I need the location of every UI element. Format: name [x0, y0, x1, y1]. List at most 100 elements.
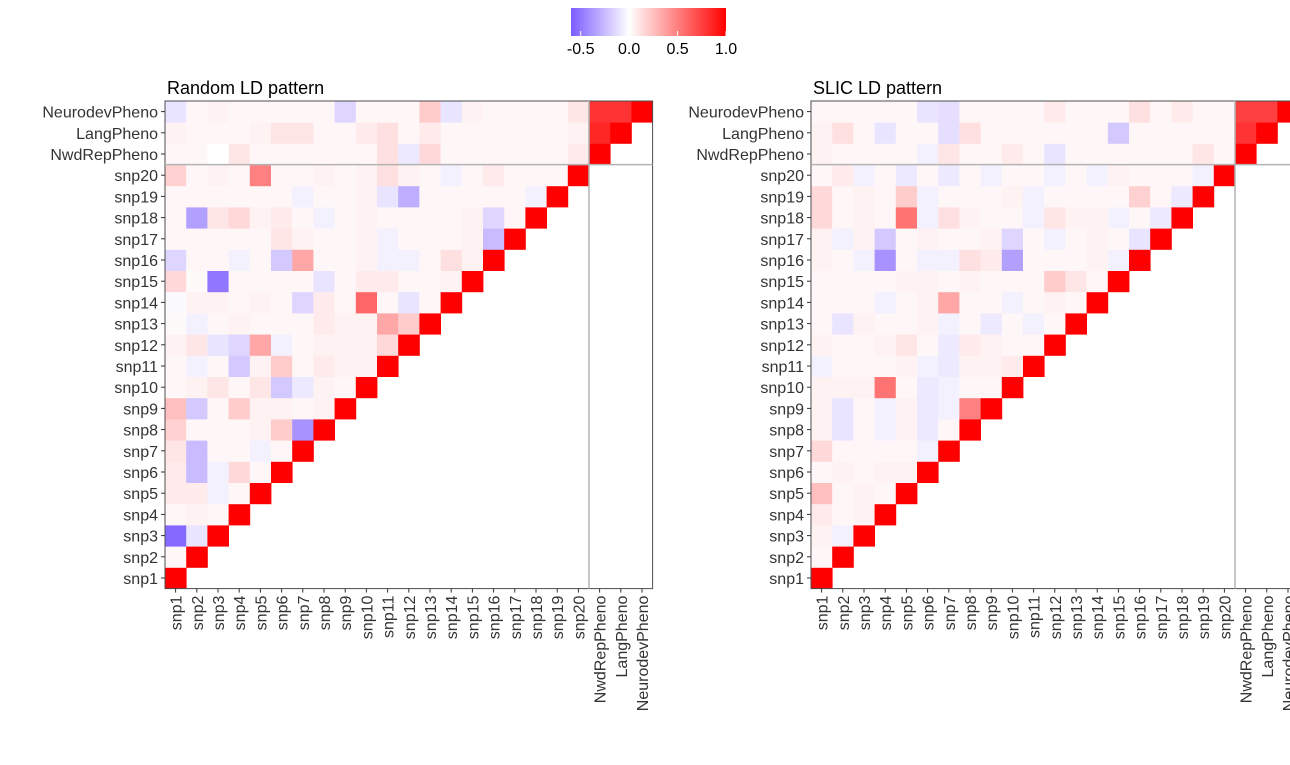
- heatmap-cell: [546, 101, 569, 123]
- heatmap-cell: [895, 228, 918, 250]
- panel-random-ld: Random LD pattern snp1snp2snp3snp4snp5sn…: [42, 78, 654, 711]
- heatmap-cell: [483, 228, 505, 250]
- heatmap-cell: [959, 291, 981, 314]
- heatmap-cell: [832, 270, 854, 293]
- heatmap-cell: [811, 376, 833, 399]
- heatmap-cell: [186, 546, 208, 568]
- heatmap-cell: [398, 291, 420, 314]
- x-tick-label: snp8: [317, 596, 334, 631]
- heatmap-cell: [980, 228, 1003, 250]
- heatmap-cell: [938, 185, 960, 208]
- heatmap-cell: [355, 313, 378, 335]
- heatmap-cell: [1023, 143, 1045, 165]
- heatmap-cell: [874, 122, 897, 144]
- heatmap-cell: [895, 122, 918, 144]
- heatmap-cell: [313, 207, 335, 229]
- heatmap-cell: [1044, 228, 1066, 250]
- heatmap-cell: [440, 270, 463, 293]
- y-tick-label: NeurodevPheno: [688, 105, 804, 122]
- x-tick-label: snp17: [508, 595, 525, 639]
- heatmap-cell: [292, 419, 314, 441]
- heatmap-cell: [546, 164, 569, 187]
- x-tick-label: snp17: [1154, 595, 1171, 639]
- heatmap-cell: [249, 291, 272, 314]
- heatmap-cell: [292, 207, 314, 229]
- heatmap-cell: [938, 143, 960, 165]
- heatmap-cell: [980, 122, 1003, 144]
- heatmap-cell: [271, 313, 293, 335]
- y-tick-label: LangPheno: [76, 126, 158, 143]
- heatmap-cell: [355, 101, 378, 123]
- heatmap-cell: [853, 313, 875, 335]
- heatmap-cell: [313, 355, 335, 377]
- heatmap-cell: [249, 419, 272, 441]
- heatmap-cell: [1086, 185, 1109, 208]
- heatmap-cell: [249, 376, 272, 399]
- heatmap-cell: [874, 440, 897, 462]
- y-tick-label: snp12: [760, 338, 804, 355]
- heatmap-cell: [1213, 122, 1236, 144]
- heatmap-cell: [377, 291, 399, 314]
- y-tick-label: snp5: [123, 486, 158, 503]
- heatmap-cell: [419, 207, 441, 229]
- heatmap-cell: [811, 440, 833, 462]
- heatmap-cell: [1171, 164, 1193, 187]
- heatmap-cell: [313, 313, 335, 335]
- heatmap-cell: [186, 270, 208, 293]
- heatmap-cell: [313, 122, 335, 144]
- heatmap-cell: [165, 503, 187, 526]
- heatmap-cell: [461, 164, 484, 187]
- heatmap-cell: [567, 143, 590, 165]
- heatmap-cell: [186, 101, 208, 123]
- heatmap-cell: [207, 461, 229, 483]
- x-tick-label: snp9: [338, 596, 355, 631]
- heatmap-cells: [811, 101, 1290, 589]
- y-tick-label: snp17: [760, 232, 804, 249]
- heatmap-cell: [1086, 291, 1109, 314]
- heatmap-cell: [853, 291, 875, 314]
- heatmap-cell: [1171, 185, 1193, 208]
- heatmap-cell: [355, 291, 378, 314]
- heatmap-cell: [917, 313, 939, 335]
- legend-colorbar: [571, 8, 726, 36]
- legend-tick-label: 1.0: [715, 41, 737, 58]
- heatmap-cell: [1065, 291, 1087, 314]
- heatmap-cell: [313, 397, 335, 420]
- heatmap-cell: [895, 164, 918, 187]
- legend-tick-label: -0.5: [567, 41, 595, 58]
- heatmap-cell: [271, 249, 293, 271]
- heatmap-cell: [186, 207, 208, 229]
- y-axis-labels: snp1 snp2 snp3 snp4 snp5 snp6 snp7 snp8 snp9 snp1…: [42, 105, 165, 588]
- heatmap-cell: [313, 143, 335, 165]
- y-tick-label: snp14: [114, 295, 158, 312]
- heatmap-cell: [874, 376, 897, 399]
- heatmap-cell: [1065, 143, 1087, 165]
- heatmap-cell: [313, 419, 335, 441]
- x-tick-label: snp20: [571, 595, 588, 639]
- heatmap-cell: [980, 334, 1003, 356]
- heatmap-cell: [165, 546, 187, 568]
- heatmap-cell: [186, 525, 208, 547]
- heatmap-cell: [546, 185, 569, 208]
- heatmap-cell: [832, 249, 854, 271]
- heatmap-cell: [377, 185, 399, 208]
- y-tick-label: snp2: [769, 550, 804, 567]
- heatmap-cell: [938, 122, 960, 144]
- y-tick-label: snp3: [123, 529, 158, 546]
- heatmap-cell: [186, 164, 208, 187]
- heatmap-cell: [419, 228, 441, 250]
- heatmap-cell: [895, 270, 918, 293]
- heatmap-cell: [1086, 270, 1109, 293]
- heatmap-cell: [355, 185, 378, 208]
- heatmap-cells: [165, 101, 653, 589]
- heatmap-cell: [313, 249, 335, 271]
- x-tick-label: LangPheno: [1260, 595, 1277, 677]
- heatmap-cell: [1001, 101, 1024, 123]
- x-tick-label: snp18: [1175, 595, 1192, 639]
- heatmap-cell: [461, 270, 484, 293]
- y-tick-label: snp6: [123, 465, 158, 482]
- heatmap-cell: [525, 207, 547, 229]
- heatmap-cell: [504, 228, 526, 250]
- heatmap-cell: [1065, 228, 1087, 250]
- heatmap-cell: [980, 313, 1003, 335]
